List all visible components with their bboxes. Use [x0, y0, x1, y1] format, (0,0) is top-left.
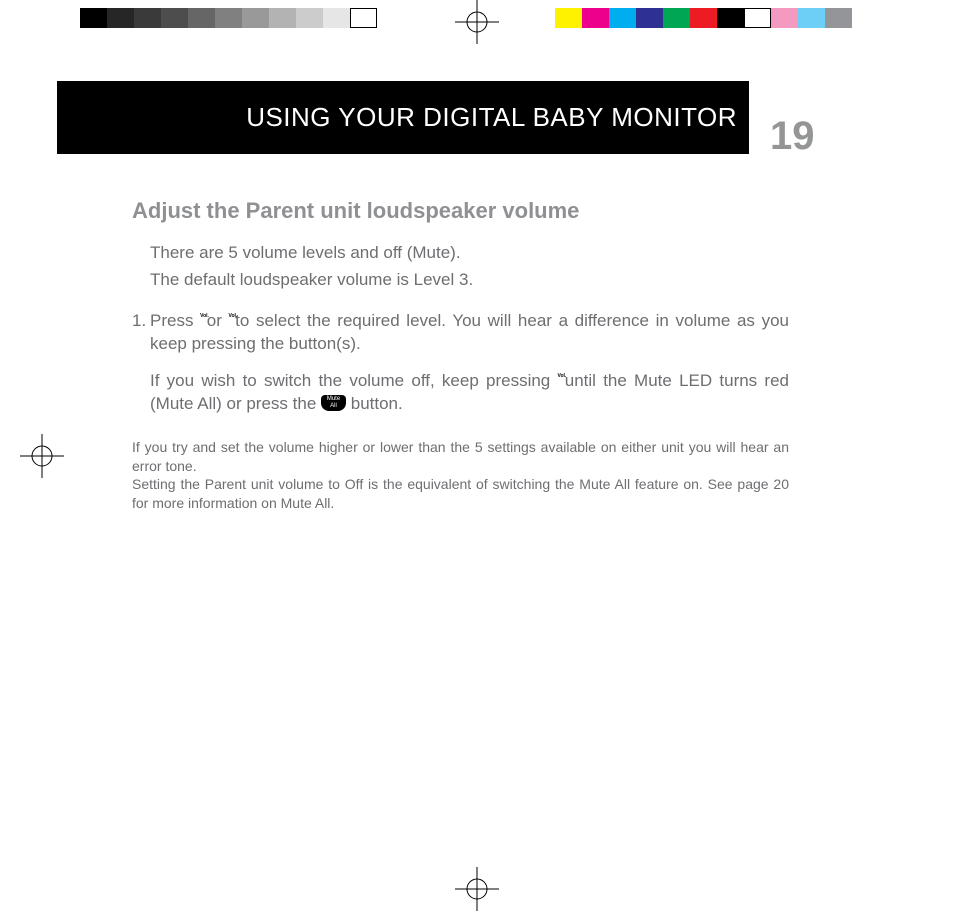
page-number: 19: [770, 114, 815, 159]
intro-line-1: There are 5 volume levels and off (Mute)…: [150, 242, 789, 265]
intro-line-2: The default loudspeaker volume is Level …: [150, 269, 789, 292]
color-swatch: [107, 8, 134, 28]
color-swatch: [215, 8, 242, 28]
registration-mark-bottom: [455, 867, 499, 911]
step-number: 1.: [132, 310, 150, 333]
section-title: Adjust the Parent unit loudspeaker volum…: [132, 198, 789, 224]
color-swatch: [269, 8, 296, 28]
footnote: If you try and set the volume higher or …: [132, 438, 789, 514]
color-swatch: [350, 8, 377, 28]
page-content: Adjust the Parent unit loudspeaker volum…: [132, 198, 789, 513]
color-swatch: [717, 8, 744, 28]
color-swatch: [609, 8, 636, 28]
mute-all-icon: Mute All: [321, 395, 346, 411]
step1-text-c: to select the required level. You will h…: [150, 311, 789, 353]
chapter-header: USING YOUR DIGITAL BABY MONITOR: [57, 81, 749, 154]
color-swatch: [582, 8, 609, 28]
registration-mark-top: [455, 0, 499, 44]
color-swatch: [296, 8, 323, 28]
step-1: 1.Press Vol. or Vol. to select the requi…: [132, 310, 789, 416]
color-swatch: [825, 8, 852, 28]
color-swatch: [323, 8, 350, 28]
registration-mark-left: [20, 434, 64, 478]
step1-text-b: or: [207, 311, 229, 330]
note-line-2: Setting the Parent unit volume to Off is…: [132, 475, 789, 513]
color-swatch: [798, 8, 825, 28]
color-swatch: [242, 8, 269, 28]
color-swatch: [80, 8, 107, 28]
color-swatch: [663, 8, 690, 28]
color-swatch: [771, 8, 798, 28]
color-swatch: [134, 8, 161, 28]
color-bar-right: [555, 8, 852, 28]
color-swatch: [161, 8, 188, 28]
color-swatch: [744, 8, 771, 28]
chapter-title: USING YOUR DIGITAL BABY MONITOR: [246, 102, 737, 133]
step1-text-a: Press: [150, 311, 200, 330]
step2-text-c: button.: [351, 394, 403, 413]
color-swatch: [188, 8, 215, 28]
color-bar-left: [80, 8, 377, 28]
step2-text-a: If you wish to switch the volume off, ke…: [150, 371, 558, 390]
color-swatch: [636, 8, 663, 28]
color-swatch: [690, 8, 717, 28]
color-swatch: [555, 8, 582, 28]
section-intro: There are 5 volume levels and off (Mute)…: [150, 242, 789, 292]
note-line-1: If you try and set the volume higher or …: [132, 438, 789, 476]
